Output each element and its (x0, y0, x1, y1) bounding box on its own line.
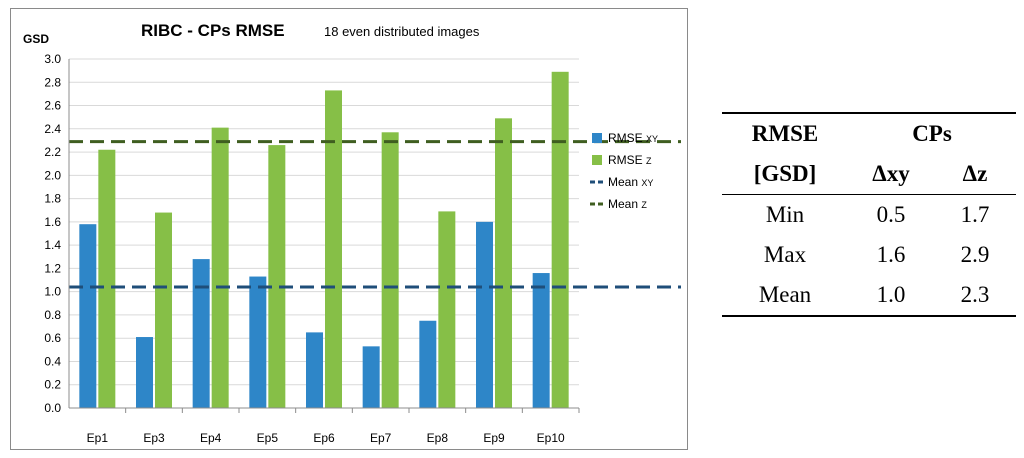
y-tick-label: 1.8 (44, 192, 61, 206)
x-tick-label: Ep5 (257, 431, 279, 445)
y-tick-label: 2.6 (44, 99, 61, 113)
table-cell-xy: 1.0 (848, 275, 934, 317)
axis-layer (68, 59, 580, 413)
bar-z-ep3 (155, 212, 172, 408)
bar-xy-ep1 (79, 224, 97, 408)
bar-xy-ep3 (136, 337, 153, 408)
x-tick-label: Ep8 (427, 431, 449, 445)
table-row-label: Min (765, 202, 805, 227)
bar-z-ep5 (268, 145, 286, 408)
legend-label: RMSE Z (608, 153, 652, 167)
legend-label: RMSE XY (608, 131, 658, 145)
y-tick-label: 0.0 (44, 401, 61, 415)
grid-layer (69, 58, 579, 409)
table-cell-z: 2.3 (934, 275, 1016, 317)
table-row-label: Mean (722, 275, 848, 317)
bar-z-ep4 (211, 127, 229, 409)
y-tick-label: 2.8 (44, 75, 61, 89)
table-cell-z: 1.7 (960, 202, 990, 227)
table-header-dxy: Δxy (848, 154, 934, 195)
y-tick-label: 1.6 (44, 215, 61, 229)
legend-layer: RMSE XY RMSE Z Mean XY Mean Z (590, 131, 658, 211)
x-tick-label: Ep9 (483, 431, 505, 445)
table-header-gsd: [GSD] (722, 154, 848, 195)
table-cell-xy: 1.6 (876, 242, 906, 267)
bar-xy-ep4 (192, 259, 210, 408)
bar-xy-ep8 (419, 320, 437, 408)
y-tick-label: 2.4 (44, 122, 61, 136)
bar-layer (79, 71, 569, 409)
bar-z-ep1 (98, 149, 116, 409)
y-tick-label: 3.0 (44, 52, 61, 66)
legend-label: Mean XY (608, 175, 653, 189)
chart-title: RIBC - CPs RMSE (141, 21, 285, 40)
chart-frame: 0.0 0.2 0.4 0.6 0.8 1.0 1.2 1.4 1.6 1.8 2.0 2.2 2.4 2… (10, 8, 688, 450)
legend-swatch-xy (592, 133, 602, 143)
y-tick-label: 1.0 (44, 285, 61, 299)
bar-z-ep6 (325, 90, 342, 408)
y-tick-label: 0.2 (44, 378, 61, 392)
y-tick-label: 1.2 (44, 261, 61, 275)
y-tick-label: 0.4 (44, 354, 61, 368)
y-tick-label: 0.8 (44, 308, 61, 322)
x-tick-label: Ep10 (537, 431, 565, 445)
table-header-dz: Δz (934, 154, 1016, 195)
legend-swatch-z (592, 155, 602, 165)
table-cell-z: 2.9 (960, 242, 990, 267)
reference-lines-layer (69, 140, 681, 289)
table-row: Min 0.5 1.7 (722, 195, 1016, 236)
bar-xy-ep9 (476, 221, 493, 408)
table-cell-xy: 0.5 (876, 202, 906, 227)
x-tick-label: Ep3 (143, 431, 165, 445)
table-row: Mean 1.0 2.3 (722, 275, 1016, 317)
bar-z-ep8 (438, 211, 456, 408)
y-tick-label: 2.2 (44, 145, 61, 159)
table-row: Max 1.6 2.9 (722, 235, 1016, 275)
legend-label-sub: XY (641, 178, 653, 188)
text-layer: 0.0 0.2 0.4 0.6 0.8 1.0 1.2 1.4 1.6 1.8 2.0 2.2 2.4 2… (23, 21, 565, 445)
bar-xy-ep6 (306, 332, 323, 408)
x-tick-label: Ep1 (87, 431, 109, 445)
x-tick-label: Ep4 (200, 431, 222, 445)
y-tick-label: 0.6 (44, 331, 61, 345)
y-axis-label: GSD (23, 32, 49, 46)
table-row-label: Max (763, 242, 807, 267)
bar-xy-ep10 (532, 273, 550, 408)
bar-z-ep10 (551, 71, 569, 408)
legend-label-sub: Z (641, 200, 647, 210)
bar-xy-ep5 (249, 276, 267, 408)
stats-table: RMSE CPs [GSD] Δxy Δz Min 0.5 1.7 Max 1.… (722, 112, 1016, 317)
legend-label-sub: XY (646, 134, 658, 144)
chart-subtitle: 18 even distributed images (324, 24, 480, 39)
y-tick-label: 1.4 (44, 238, 61, 252)
table-header-cps: CPs (848, 112, 1016, 154)
bar-xy-ep7 (362, 346, 380, 408)
table-subheader-row: [GSD] Δxy Δz (722, 154, 1016, 195)
legend-label: Mean Z (608, 197, 647, 211)
chart-svg: 0.0 0.2 0.4 0.6 0.8 1.0 1.2 1.4 1.6 1.8 2.0 2.2 2.4 2… (23, 21, 681, 445)
y-tick-label: 2.0 (44, 168, 61, 182)
table-header-rmse: RMSE (722, 112, 848, 154)
legend-label-sub: Z (646, 156, 652, 166)
table-header-row: RMSE CPs (722, 112, 1016, 154)
x-tick-label: Ep7 (370, 431, 392, 445)
bar-z-ep7 (381, 132, 399, 408)
bar-z-ep9 (495, 118, 512, 408)
x-tick-label: Ep6 (313, 431, 335, 445)
